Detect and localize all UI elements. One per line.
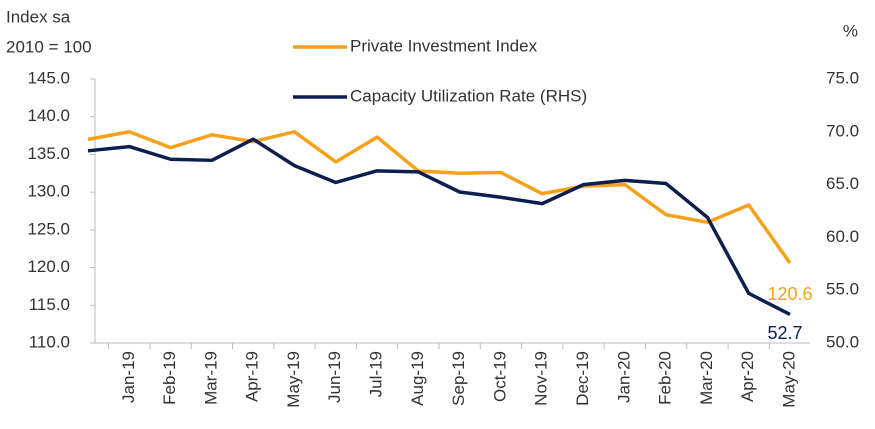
x-tick-label: Dec-19 — [573, 351, 592, 406]
y-tick-label: 120.0 — [27, 257, 70, 276]
series-line — [87, 137, 791, 317]
x-tick-label: Mar-19 — [201, 351, 220, 405]
x-tick-label: Sep-19 — [449, 351, 468, 406]
x-tick-label: Jan-20 — [614, 351, 633, 403]
x-tick-label: Jun-19 — [325, 351, 344, 403]
y-axis-label: 2010 = 100 — [6, 37, 92, 56]
y2-tick-label: 75.0 — [826, 68, 859, 87]
data-label: 120.6 — [767, 284, 812, 304]
x-tick-label: Mar-20 — [697, 351, 716, 405]
x-tick-label: Oct-19 — [490, 351, 509, 402]
x-tick-label: Jul-19 — [367, 351, 386, 397]
y-tick-label: 115.0 — [29, 295, 70, 314]
y2-tick-label: 70.0 — [826, 121, 859, 140]
x-tick-label: Feb-20 — [656, 351, 675, 405]
x-tick-label: Jan-19 — [119, 351, 138, 403]
y2-tick-label: 50.0 — [826, 332, 859, 351]
y2-tick-label: 65.0 — [826, 174, 859, 193]
y-tick-label: 110.0 — [29, 332, 70, 351]
x-tick-label: Aug-19 — [408, 351, 427, 406]
x-tick-label: Nov-19 — [532, 351, 551, 406]
y-tick-label: 130.0 — [27, 182, 70, 201]
x-tick-label: Feb-19 — [160, 351, 179, 405]
x-tick-label: Apr-19 — [243, 351, 262, 402]
x-tick-label: May-19 — [284, 351, 303, 408]
y2-axis-label: % — [843, 21, 858, 40]
legend-label: Private Investment Index — [350, 36, 538, 55]
y-tick-label: 125.0 — [27, 219, 70, 238]
y-tick-label: 140.0 — [27, 106, 70, 125]
x-tick-label: May-20 — [779, 351, 798, 408]
y-tick-label: 145.0 — [27, 68, 70, 87]
y-axis-label: Index sa — [6, 7, 71, 26]
y2-tick-label: 60.0 — [826, 227, 859, 246]
legend-label: Capacity Utilization Rate (RHS) — [350, 86, 587, 105]
x-tick-label: Apr-20 — [738, 351, 757, 402]
data-label: 52.7 — [767, 323, 802, 343]
y-tick-label: 135.0 — [27, 144, 70, 163]
series-line — [87, 130, 792, 265]
y2-tick-label: 55.0 — [826, 280, 859, 299]
